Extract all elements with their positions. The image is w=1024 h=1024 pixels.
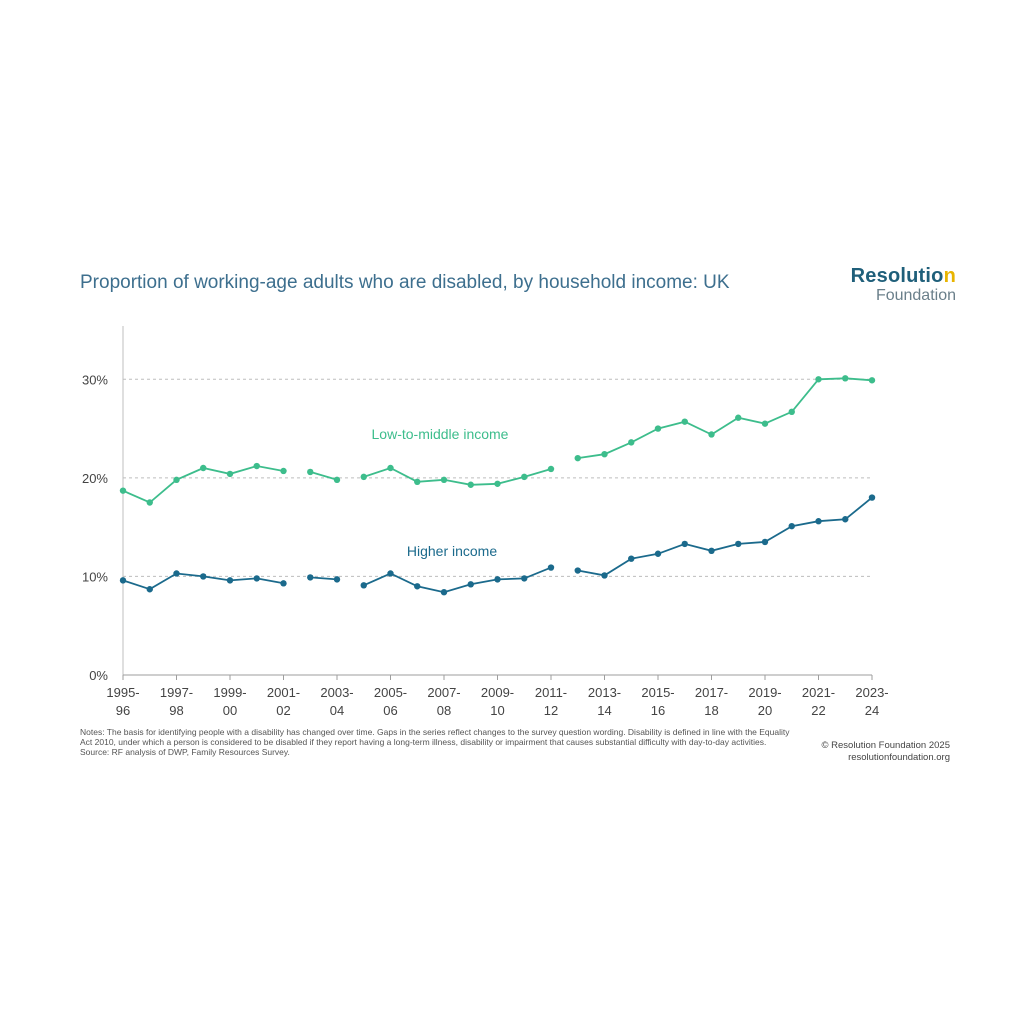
series-label-low-to-middle-income: Low-to-middle income (372, 426, 509, 442)
low-to-middle-income-point (574, 454, 581, 462)
logo-word-accent: n (943, 265, 956, 287)
low-to-middle-income-point (735, 414, 742, 421)
higher-income-point (414, 583, 421, 590)
higher-income-point (253, 575, 260, 582)
higher-income-series-line (310, 576, 338, 581)
x-tick-label: 2023-24 (855, 685, 888, 718)
higher-income-point (146, 586, 153, 593)
low-to-middle-income-series-line (310, 471, 338, 481)
low-to-middle-income-point (868, 377, 876, 384)
low-to-middle-income-point (253, 462, 260, 470)
low-to-middle-income-point (494, 480, 501, 487)
higher-income-point (815, 518, 822, 525)
low-to-middle-income-series-line (363, 467, 552, 486)
higher-income-point (788, 522, 795, 530)
higher-income-point (173, 570, 180, 577)
low-to-middle-income-point (842, 375, 849, 382)
higher-income-point (654, 550, 662, 557)
higher-income-point (307, 574, 314, 581)
low-to-middle-income-series-line (122, 465, 284, 504)
low-to-middle-income-point (440, 476, 448, 484)
x-tick-label: 2007-08 (427, 685, 460, 718)
higher-income-point (440, 589, 448, 596)
low-to-middle-income-point (307, 468, 314, 476)
low-to-middle-income-point (761, 420, 769, 427)
higher-income-point (868, 494, 876, 501)
low-to-middle-income-point (360, 473, 367, 481)
low-to-middle-income-point (226, 470, 234, 478)
low-to-middle-income-point (788, 408, 795, 416)
x-tick-label: 2019-20 (748, 685, 781, 718)
low-to-middle-income-point (547, 465, 555, 473)
low-to-middle-income-point (467, 481, 474, 488)
low-to-middle-income-point (333, 476, 341, 484)
higher-income-series-line (577, 496, 873, 577)
y-tick-label: 30% (82, 372, 108, 387)
chart-notes: Notes: The basis for identifying people … (80, 727, 800, 757)
higher-income-point (761, 538, 769, 546)
x-tick-label: 2003-04 (320, 685, 353, 718)
higher-income-point (360, 582, 367, 589)
x-tick-label: 2021-22 (802, 685, 835, 718)
website-text: resolutionfoundation.org (848, 752, 950, 763)
x-tick-label: 2005-06 (374, 685, 407, 718)
low-to-middle-income-point (681, 418, 688, 425)
higher-income-point (119, 577, 127, 584)
x-tick-label: 1997-98 (160, 685, 193, 718)
higher-income-point (601, 572, 608, 579)
higher-income-point (494, 576, 501, 583)
low-to-middle-income-point (708, 431, 715, 438)
higher-income-point (574, 567, 581, 574)
low-to-middle-income-point (414, 478, 421, 485)
low-to-middle-income-point (815, 376, 822, 383)
higher-income-point (280, 580, 287, 587)
copyright-text: © Resolution Foundation 2025 (821, 740, 950, 751)
logo-word-foundation: Foundation (875, 287, 956, 304)
higher-income-point (200, 573, 207, 580)
x-tick-label: 1999-00 (213, 685, 246, 718)
higher-income-point (387, 570, 394, 577)
low-to-middle-income-point (521, 473, 528, 481)
higher-income-point (467, 581, 474, 588)
low-to-middle-income-point (173, 476, 180, 484)
low-to-middle-income-point (200, 464, 207, 472)
x-tick-label: 2013-14 (588, 685, 621, 718)
low-to-middle-income-point (119, 487, 127, 494)
y-tick-label: 0% (89, 668, 108, 683)
notes-text: Notes: The basis for identifying people … (80, 727, 790, 747)
higher-income-point (547, 564, 555, 571)
copyright-credit: © Resolution Foundation 2025 resolutionf… (822, 740, 950, 764)
x-tick-label: 2015-16 (641, 685, 674, 718)
higher-income-point (628, 555, 635, 562)
resolution-foundation-logo: Resolution Foundation (851, 266, 956, 304)
higher-income-point (708, 547, 715, 554)
x-tick-label: 2001-02 (267, 685, 300, 718)
higher-income-point (226, 577, 234, 584)
higher-income-point (842, 516, 849, 523)
series-label-higher-income: Higher income (407, 543, 497, 559)
source-text: Source: RF analysis of DWP, Family Resou… (80, 747, 290, 757)
x-tick-label: 2009-10 (481, 685, 514, 718)
y-tick-label: 10% (82, 569, 108, 584)
x-tick-label: 2017-18 (695, 685, 728, 718)
higher-income-point (735, 540, 742, 548)
low-to-middle-income-point (654, 425, 662, 432)
low-to-middle-income-series-line (577, 377, 873, 459)
low-to-middle-income-point (146, 499, 153, 506)
low-to-middle-income-point (601, 451, 608, 458)
higher-income-point (333, 576, 341, 583)
higher-income-point (521, 575, 528, 582)
x-tick-label: 2011-12 (535, 685, 567, 718)
low-to-middle-income-point (628, 439, 635, 446)
low-to-middle-income-point (280, 467, 287, 475)
y-tick-label: 20% (82, 471, 108, 486)
x-tick-label: 1995-96 (106, 685, 139, 718)
higher-income-point (681, 540, 688, 548)
logo-word-main: Resolutio (850, 265, 944, 287)
higher-income-series-line (363, 566, 552, 594)
chart-title: Proportion of working-age adults who are… (80, 272, 730, 293)
low-to-middle-income-point (387, 464, 394, 472)
